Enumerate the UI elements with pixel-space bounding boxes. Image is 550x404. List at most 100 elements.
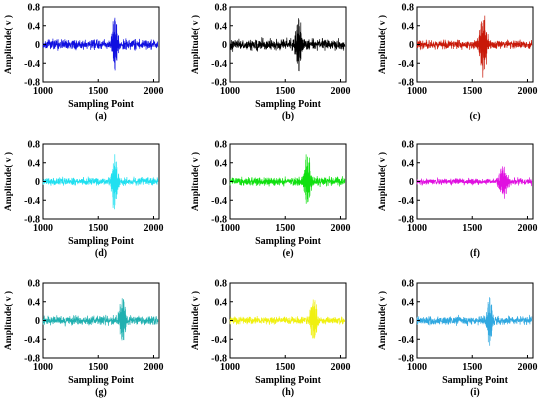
y-tick-label: 0.4	[215, 297, 228, 308]
x-tick-label: 1500	[275, 223, 295, 234]
y-tick-label: -0.4	[211, 335, 227, 346]
signal-line	[42, 17, 159, 71]
signal-line	[229, 154, 346, 204]
signal-line	[416, 166, 533, 199]
signal-line	[42, 298, 159, 341]
y-tick-label: -0.8	[24, 78, 40, 89]
y-tick-label: -0.4	[398, 59, 414, 70]
x-tick-label: 1500	[462, 362, 482, 373]
signal-line	[229, 18, 346, 72]
x-axis-label: Sampling Point	[255, 236, 322, 247]
y-tick-label: -0.8	[398, 78, 414, 89]
y-tick-label: -0.4	[398, 335, 414, 346]
y-axis-label: Amplitude( v )	[377, 291, 388, 350]
y-tick-label: 0	[409, 316, 414, 327]
y-tick-label: 0.8	[402, 3, 415, 14]
y-tick-label: 0.4	[28, 158, 41, 169]
y-tick-label: 0.4	[28, 297, 41, 308]
x-tick-label: 2000	[517, 362, 537, 373]
y-tick-label: 0.8	[28, 140, 41, 151]
x-axis-label: Sampling Point	[68, 375, 135, 386]
y-axis-label: Amplitude( v )	[377, 15, 388, 74]
y-axis-label: Amplitude( v )	[190, 15, 201, 74]
y-tick-label: 0	[222, 40, 227, 51]
y-tick-label: 0.8	[28, 3, 41, 14]
y-axis-label: Amplitude( v )	[3, 152, 14, 211]
x-tick-label: 2000	[143, 223, 163, 234]
x-tick-label: 1500	[88, 362, 108, 373]
y-axis-label: Amplitude( v )	[190, 152, 201, 211]
y-tick-label: -0.4	[211, 196, 227, 207]
y-axis-label: Amplitude( v )	[377, 152, 388, 211]
y-tick-label: 0.4	[215, 158, 228, 169]
y-tick-label: 0.8	[28, 279, 41, 290]
x-tick-label: 1000	[220, 86, 240, 97]
y-tick-label: 0.4	[402, 158, 415, 169]
y-tick-label: -0.8	[211, 78, 227, 89]
y-tick-label: 0	[35, 316, 40, 327]
y-tick-label: 0	[35, 177, 40, 188]
x-tick-label: 1000	[220, 223, 240, 234]
x-tick-label: 1000	[33, 86, 53, 97]
signal-line	[416, 15, 533, 78]
y-axis-label: Amplitude( v )	[3, 291, 14, 350]
y-tick-label: 0.8	[215, 3, 228, 14]
panel-label: (h)	[282, 387, 294, 398]
x-tick-label: 2000	[330, 223, 350, 234]
x-axis-label: Sampling Point	[68, 236, 135, 247]
x-tick-label: 1000	[407, 362, 427, 373]
y-tick-label: 0	[222, 177, 227, 188]
y-tick-label: -0.8	[24, 215, 40, 226]
y-tick-label: -0.8	[398, 215, 414, 226]
y-tick-label: -0.8	[24, 354, 40, 365]
y-tick-label: 0.4	[215, 21, 228, 32]
panel-label: (g)	[95, 387, 107, 398]
y-tick-label: 0	[409, 40, 414, 51]
x-axis-label: Sampling Point	[255, 375, 322, 386]
y-tick-label: 0	[222, 316, 227, 327]
x-tick-label: 1500	[88, 223, 108, 234]
y-tick-label: -0.4	[24, 335, 40, 346]
y-axis-label: Amplitude( v )	[3, 15, 14, 74]
signal-line	[42, 154, 159, 210]
x-axis-label: Sampling Point	[255, 99, 322, 110]
x-tick-label: 2000	[143, 86, 163, 97]
panel-label: (d)	[95, 248, 107, 259]
y-tick-label: 0.8	[402, 140, 415, 151]
x-tick-label: 1000	[407, 86, 427, 97]
y-axis-label: Amplitude( v )	[190, 291, 201, 350]
panel-label: (c)	[469, 111, 480, 122]
y-tick-label: 0	[35, 40, 40, 51]
panel-label: (e)	[282, 248, 293, 259]
x-tick-label: 1000	[407, 223, 427, 234]
panel-label: (b)	[282, 111, 294, 122]
y-tick-label: 0.4	[402, 297, 415, 308]
y-tick-label: 0.8	[215, 140, 228, 151]
panel-label: (a)	[95, 111, 107, 122]
x-tick-label: 1500	[275, 86, 295, 97]
y-tick-label: 0.8	[402, 279, 415, 290]
x-axis-label: Sampling Point	[68, 99, 135, 110]
panel-label: (i)	[470, 387, 479, 398]
y-tick-label: 0.8	[215, 279, 228, 290]
x-tick-label: 1500	[88, 86, 108, 97]
y-tick-label: -0.4	[398, 196, 414, 207]
x-tick-label: 2000	[330, 362, 350, 373]
y-tick-label: -0.4	[24, 196, 40, 207]
x-tick-label: 2000	[330, 86, 350, 97]
y-tick-label: -0.8	[211, 215, 227, 226]
y-tick-label: 0	[409, 177, 414, 188]
signal-line	[416, 297, 533, 346]
y-tick-label: -0.8	[211, 354, 227, 365]
panel-label: (f)	[470, 248, 480, 259]
